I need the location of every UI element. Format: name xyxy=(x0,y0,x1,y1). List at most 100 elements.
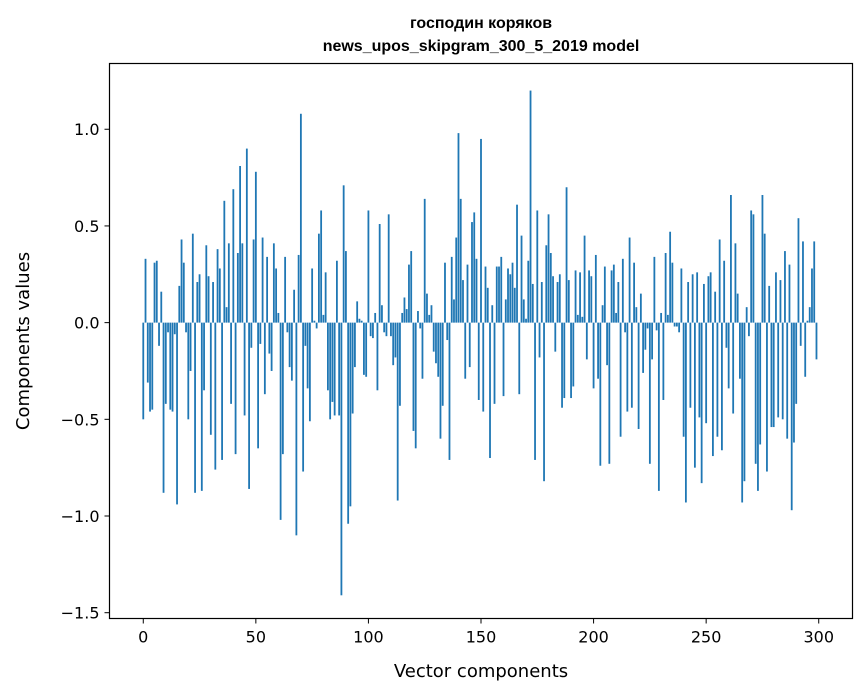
bar xyxy=(158,322,160,346)
bar xyxy=(446,322,449,341)
bar xyxy=(324,272,327,323)
bar xyxy=(453,299,455,323)
bar xyxy=(455,237,458,323)
bar xyxy=(412,322,415,431)
bar xyxy=(358,318,361,323)
bar xyxy=(311,268,314,323)
bar xyxy=(302,322,305,472)
bar xyxy=(173,322,176,335)
bar xyxy=(263,322,266,395)
bar xyxy=(327,322,329,391)
bar xyxy=(489,322,491,458)
bar xyxy=(648,322,651,464)
bar xyxy=(284,256,287,323)
bar xyxy=(493,322,496,404)
bar xyxy=(795,322,798,404)
bar xyxy=(545,245,548,323)
bar xyxy=(259,322,262,344)
bar xyxy=(786,322,789,439)
plot-area-frame xyxy=(108,62,854,620)
bar xyxy=(295,322,298,536)
bar xyxy=(385,322,388,337)
bar xyxy=(448,322,451,460)
bar xyxy=(340,322,343,596)
bar xyxy=(185,322,187,333)
bar xyxy=(653,256,656,323)
bar xyxy=(365,322,368,377)
bar xyxy=(536,210,539,323)
bar xyxy=(522,299,525,323)
bar xyxy=(176,322,178,505)
bar xyxy=(149,322,151,412)
x-tick-label: 150 xyxy=(466,628,497,647)
bar xyxy=(236,253,239,323)
bar xyxy=(592,322,595,389)
bar xyxy=(336,260,338,323)
bar xyxy=(680,268,683,323)
bar xyxy=(367,210,370,323)
bar xyxy=(189,322,192,371)
bar xyxy=(504,299,507,323)
bar xyxy=(162,322,165,493)
bar xyxy=(736,293,739,323)
bar xyxy=(619,322,622,437)
bar xyxy=(459,198,462,323)
bar xyxy=(709,272,712,323)
bar xyxy=(356,301,359,323)
bar xyxy=(200,322,203,491)
bar xyxy=(426,293,428,323)
bar xyxy=(660,312,663,323)
bar xyxy=(529,90,532,323)
bar xyxy=(802,241,804,323)
y-tick-label: 1.0 xyxy=(74,120,99,139)
bar xyxy=(590,276,593,323)
bar xyxy=(417,311,419,323)
bar xyxy=(216,249,219,323)
bar xyxy=(286,322,289,333)
bar xyxy=(169,322,172,410)
bar xyxy=(486,287,489,323)
bar xyxy=(293,289,296,323)
bar xyxy=(209,322,212,435)
bar xyxy=(772,322,775,428)
bar xyxy=(450,256,453,323)
bar xyxy=(270,322,273,371)
bar xyxy=(525,318,527,323)
bar xyxy=(549,253,552,323)
bar xyxy=(761,195,764,323)
bar xyxy=(615,312,617,323)
bar xyxy=(714,291,717,323)
bar xyxy=(698,322,701,418)
bar xyxy=(813,241,816,323)
bar xyxy=(408,264,410,323)
bar xyxy=(383,322,386,333)
bar xyxy=(464,322,467,379)
bar xyxy=(734,243,737,323)
bar xyxy=(333,322,336,416)
bar xyxy=(815,322,818,360)
bar xyxy=(403,297,406,323)
bar xyxy=(187,322,190,420)
y-tick-label: 0.0 xyxy=(74,314,99,333)
x-tick-label: 50 xyxy=(246,628,266,647)
bar xyxy=(572,322,575,387)
bar xyxy=(191,233,194,323)
bar xyxy=(603,266,606,323)
bar xyxy=(441,322,444,406)
bar xyxy=(543,322,545,482)
bar xyxy=(299,113,302,323)
bar xyxy=(770,322,773,428)
bar xyxy=(360,320,363,323)
bar xyxy=(414,322,417,449)
bar xyxy=(513,287,516,323)
bar xyxy=(387,214,390,323)
bar xyxy=(570,322,572,399)
bar xyxy=(507,268,509,323)
bar xyxy=(748,322,750,337)
bar xyxy=(180,239,183,323)
bar xyxy=(142,322,145,420)
y-axis-label: Components values xyxy=(13,252,34,430)
bar xyxy=(606,322,608,366)
bar xyxy=(401,312,404,323)
x-axis-ticks: 0 50 100 150 200 250 300 xyxy=(138,618,834,647)
